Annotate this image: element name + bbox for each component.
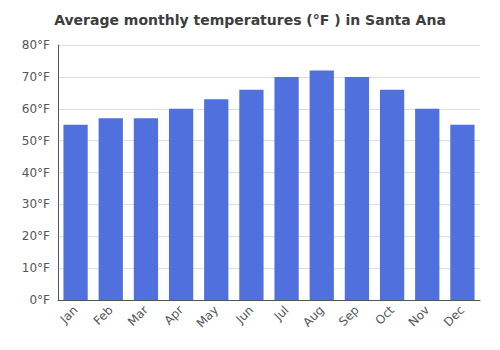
svg-text:50°F: 50°F (22, 134, 50, 148)
svg-text:Feb: Feb (91, 303, 116, 328)
svg-text:Aug: Aug (300, 303, 326, 329)
svg-text:Mar: Mar (125, 303, 151, 329)
svg-text:Nov: Nov (406, 303, 432, 329)
svg-text:Jan: Jan (57, 303, 81, 327)
svg-text:Apr: Apr (161, 303, 186, 328)
svg-text:Jul: Jul (271, 303, 292, 324)
svg-text:70°F: 70°F (22, 70, 50, 84)
svg-text:80°F: 80°F (22, 38, 50, 52)
svg-text:40°F: 40°F (22, 166, 50, 180)
svg-text:20°F: 20°F (22, 229, 50, 243)
svg-text:May: May (194, 303, 221, 330)
svg-text:Average monthly temperatures (: Average monthly temperatures (°F ) in Sa… (54, 12, 446, 28)
svg-text:Sep: Sep (336, 303, 362, 329)
svg-text:Oct: Oct (372, 303, 397, 328)
svg-text:10°F: 10°F (22, 261, 50, 275)
svg-text:30°F: 30°F (22, 197, 50, 211)
svg-text:0°F: 0°F (29, 293, 50, 307)
svg-text:Jun: Jun (233, 303, 257, 327)
svg-text:60°F: 60°F (22, 102, 50, 116)
svg-text:Dec: Dec (441, 303, 467, 329)
